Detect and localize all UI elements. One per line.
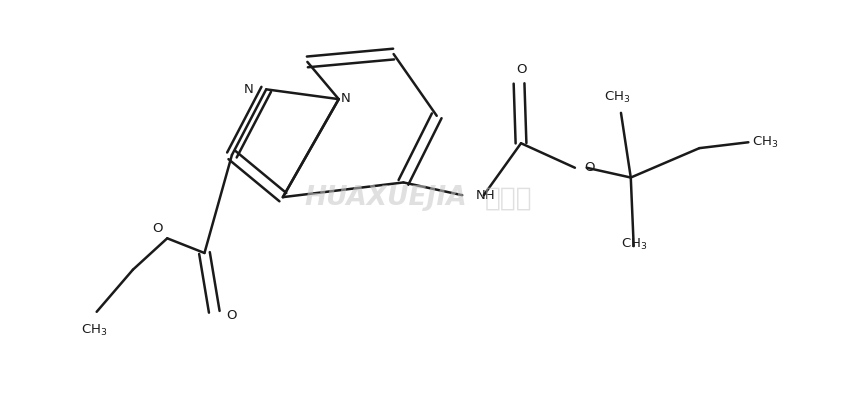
Text: CH$_3$: CH$_3$ xyxy=(604,90,630,105)
Text: O: O xyxy=(516,63,526,75)
Text: CH$_3$: CH$_3$ xyxy=(752,135,778,149)
Text: CH$_3$: CH$_3$ xyxy=(622,237,648,252)
Text: N: N xyxy=(244,83,253,96)
Text: HUAXUEJIA: HUAXUEJIA xyxy=(304,185,467,211)
Text: O: O xyxy=(226,308,236,321)
Text: N: N xyxy=(340,92,351,104)
Text: CH$_3$: CH$_3$ xyxy=(81,322,108,337)
Text: 化学加: 化学加 xyxy=(484,185,532,211)
Text: O: O xyxy=(152,222,163,235)
Text: NH: NH xyxy=(476,188,495,201)
Text: O: O xyxy=(584,161,595,174)
